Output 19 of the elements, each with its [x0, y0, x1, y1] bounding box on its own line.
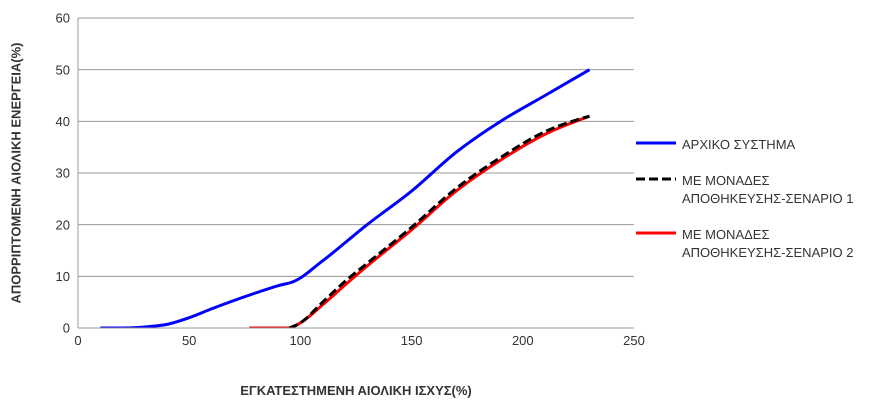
x-tick-label: 250 [623, 333, 645, 348]
x-tick-label: 150 [400, 333, 422, 348]
legend-label: ΜΕ ΜΟΝΑΔΕΣ ΑΠΟΘΗΚΕΥΣΗΣ-ΣΕΝΑΡΙΟ 1 [682, 172, 854, 208]
y-tick-label: 50 [56, 62, 70, 78]
y-tick-label: 60 [56, 10, 70, 26]
x-tick-label: 0 [74, 333, 82, 348]
x-tick-label: 50 [182, 333, 196, 348]
legend-label: ΜΕ ΜΟΝΑΔΕΣ ΑΠΟΘΗΚΕΥΣΗΣ-ΣΕΝΑΡΙΟ 2 [682, 226, 854, 262]
legend-label: ΑΡΧΙΚΟ ΣΥΣΤΗΜΑ [682, 136, 796, 154]
x-axis-title: ΕΓΚΑΤΕΣΤΗΜΕΝΗ ΑΙΟΛΙΚΗ ΙΣΧΥΣ(%) [240, 383, 472, 398]
y-tick-label: 0 [62, 320, 70, 336]
y-tick-label: 40 [56, 114, 70, 129]
y-tick-label: 30 [56, 166, 70, 181]
y-axis-title: ΑΠΟΡΡΙΠΤΟΜΕΝΗ ΑΙΟΛΙΚΗ ΕΝΕΡΓΕΙΑ(%) [8, 42, 24, 304]
x-tick-label: 200 [512, 333, 534, 348]
y-tick-label: 10 [56, 268, 70, 284]
x-tick-label: 100 [290, 333, 312, 348]
y-tick-label: 20 [56, 217, 70, 232]
line-series [98, 68, 592, 328]
